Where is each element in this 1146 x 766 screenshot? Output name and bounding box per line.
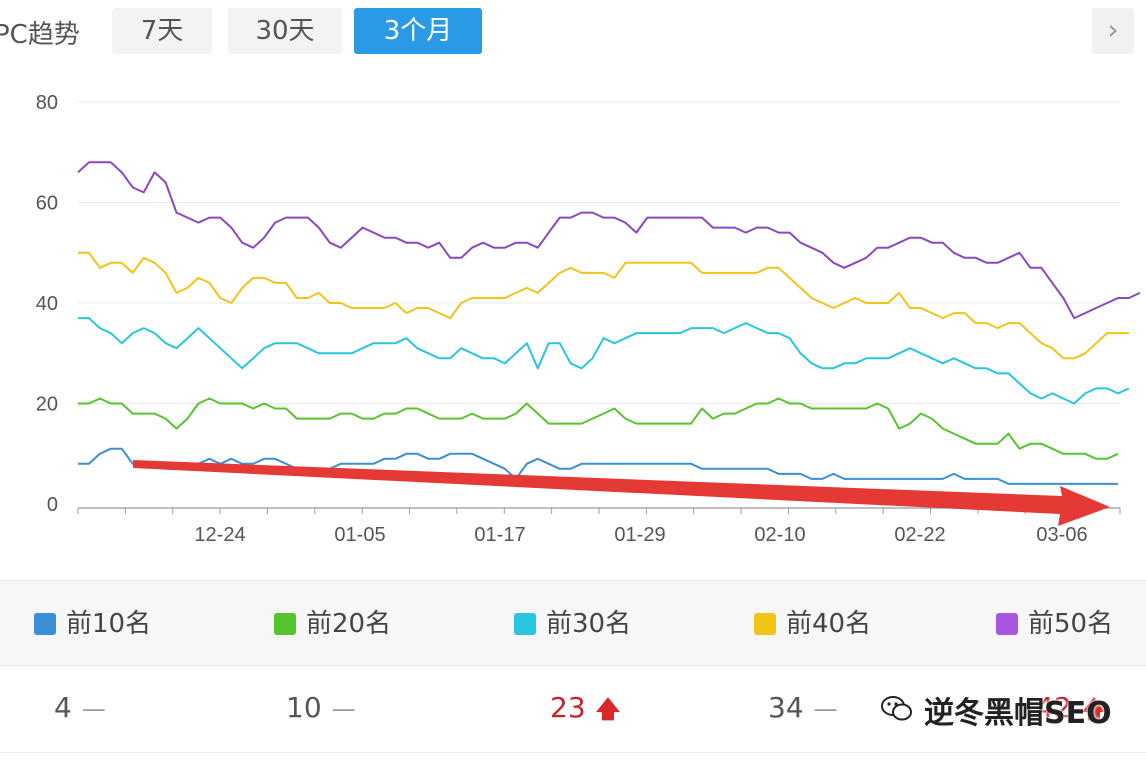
series-line-1 <box>78 447 1118 485</box>
trend-chart: 0 20 40 60 80 12-24 01-05 01-17 01-29 02-10 02-22… <box>36 92 1141 546</box>
tab-30-days[interactable]: 30天 <box>228 8 342 54</box>
red-trend-arrow <box>133 460 1110 526</box>
legend-swatch <box>996 613 1018 635</box>
x-tick-label: 12-24 <box>194 524 245 546</box>
trend-arrow-shape <box>133 460 1110 526</box>
stat-value: 34 <box>768 691 804 724</box>
stat-top20: 10 — <box>286 690 356 726</box>
chart-legend: 前10名 前20名 前30名 前40名 前50名 <box>0 580 1146 666</box>
chart-grid <box>78 101 1120 404</box>
y-tick-label: 60 <box>36 193 58 215</box>
flat-indicator-icon: — <box>813 695 838 723</box>
x-tick-label: 02-10 <box>754 524 805 546</box>
y-axis: 0 20 40 60 80 <box>36 92 58 516</box>
legend-item-top20[interactable]: 前20名 <box>274 609 391 639</box>
stat-value: 4 <box>54 691 72 724</box>
x-tick-label: 01-17 <box>474 524 525 546</box>
y-tick-label: 20 <box>36 394 58 416</box>
wechat-icon <box>881 696 912 721</box>
legend-swatch <box>514 613 536 635</box>
next-button[interactable]: › <box>1092 8 1134 54</box>
stats-row: 4— 10— 23 🡅 34— 42 🡅 <box>0 666 1146 753</box>
legend-label: 前20名 <box>306 609 392 639</box>
legend-swatch <box>274 613 296 635</box>
legend-label: 前30名 <box>546 609 632 639</box>
legend-item-top50[interactable]: 前50名 <box>996 609 1113 639</box>
stat-value: 23 <box>550 691 586 724</box>
flat-indicator-icon: — <box>331 695 356 723</box>
legend-label: 前40名 <box>786 609 872 639</box>
chevron-right-icon: › <box>1107 13 1119 46</box>
legend-label: 前10名 <box>66 609 152 639</box>
up-arrow-icon: 🡅 <box>1081 695 1107 723</box>
legend-item-top30[interactable]: 前30名 <box>514 609 631 639</box>
series-line-2 <box>78 397 1119 460</box>
y-tick-label: 40 <box>36 293 58 315</box>
watermark-text: 逆冬黑帽SEO <box>924 696 1112 731</box>
legend-swatch <box>34 613 56 635</box>
flat-indicator-icon: — <box>81 695 106 723</box>
chart-series <box>77 161 1141 485</box>
trend-title: PC趋势 <box>0 20 80 50</box>
y-tick-label: 0 <box>47 494 58 516</box>
series-line-5 <box>77 161 1141 320</box>
stat-value: 42 <box>1036 691 1072 724</box>
x-tick-label: 01-29 <box>614 524 665 546</box>
tab-7-days[interactable]: 7天 <box>112 8 212 54</box>
x-axis: 12-24 01-05 01-17 01-29 02-10 02-22 03-06 <box>77 507 1121 546</box>
tab-3-months[interactable]: 3个月 <box>354 8 482 54</box>
stat-top30: 23 🡅 <box>550 690 620 726</box>
series-line-4 <box>78 251 1129 360</box>
stat-top10: 4— <box>54 690 106 726</box>
legend-swatch <box>754 613 776 635</box>
legend-label: 前50名 <box>1028 609 1114 639</box>
trend-header: PC趋势 7天 30天 3个月 › <box>0 0 1146 60</box>
x-tick-label: 02-22 <box>894 524 945 546</box>
up-arrow-icon: 🡅 <box>595 695 621 723</box>
stat-top50: 42 🡅 <box>1036 690 1106 726</box>
legend-item-top40[interactable]: 前40名 <box>754 609 871 639</box>
series-line-3 <box>78 317 1130 405</box>
stat-value: 10 <box>286 691 322 724</box>
x-tick-label: 03-06 <box>1036 524 1087 546</box>
x-tick-label: 01-05 <box>334 524 385 546</box>
stat-top40: 34 — <box>768 690 838 726</box>
y-tick-label: 80 <box>36 92 58 114</box>
legend-item-top10[interactable]: 前10名 <box>34 609 151 639</box>
